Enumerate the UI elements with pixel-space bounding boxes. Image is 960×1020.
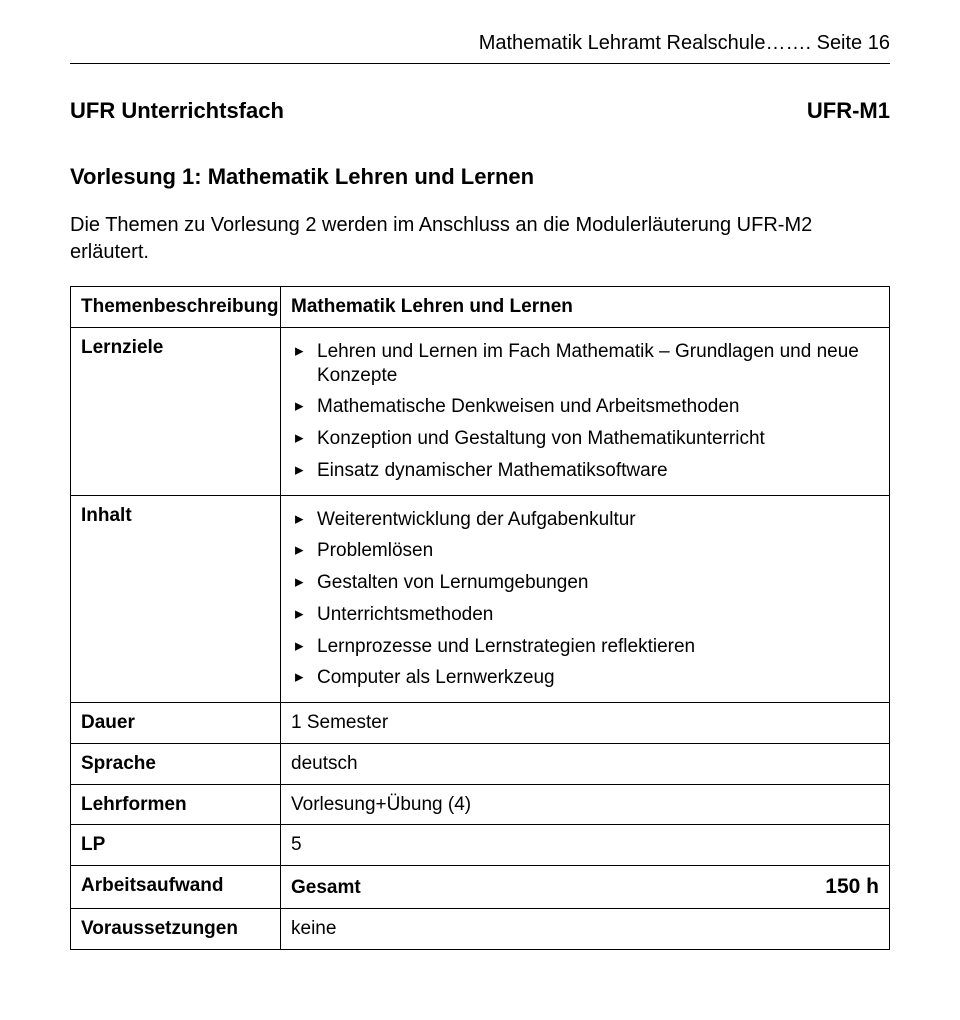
module-code: UFR-M1 (807, 98, 890, 124)
table-row: Lehrformen Vorlesung+Übung (4) (71, 784, 890, 825)
row-value: deutsch (281, 743, 890, 784)
list-item: Problemlösen (291, 535, 879, 567)
row-value: Gesamt 150 h (281, 866, 890, 909)
table-row: Voraussetzungen keine (71, 909, 890, 950)
page-header: Mathematik Lehramt Realschule……. Seite 1… (70, 32, 890, 55)
list-item: Konzeption und Gestaltung von Mathematik… (291, 423, 879, 455)
list-item: Einsatz dynamischer Mathematiksoftware (291, 455, 879, 487)
row-label: Lernziele (71, 327, 281, 495)
row-label: Arbeitsaufwand (71, 866, 281, 909)
module-name: UFR Unterrichtsfach (70, 98, 284, 124)
row-label: Lehrformen (71, 784, 281, 825)
row-value: Vorlesung+Übung (4) (281, 784, 890, 825)
module-table: Themenbeschreibung Mathematik Lehren und… (70, 286, 890, 950)
table-row: Inhalt Weiterentwicklung der Aufgabenkul… (71, 495, 890, 703)
list-item: Mathematische Denkweisen und Arbeitsmeth… (291, 391, 879, 423)
row-label: Sprache (71, 743, 281, 784)
intro-text: Die Themen zu Vorlesung 2 werden im Ansc… (70, 212, 890, 266)
inhalt-list: Weiterentwicklung der Aufgabenkultur Pro… (291, 504, 879, 695)
row-label: Dauer (71, 703, 281, 744)
list-item: Lehren und Lernen im Fach Mathematik – G… (291, 336, 879, 392)
row-label: LP (71, 825, 281, 866)
table-row: Arbeitsaufwand Gesamt 150 h (71, 866, 890, 909)
gesamt-label: Gesamt (291, 876, 361, 900)
row-label: Themenbeschreibung (71, 287, 281, 328)
table-row: Dauer 1 Semester (71, 703, 890, 744)
lernziele-list: Lehren und Lernen im Fach Mathematik – G… (291, 336, 879, 487)
row-value: keine (281, 909, 890, 950)
header-divider (70, 63, 890, 64)
row-value: 5 (281, 825, 890, 866)
row-value: Mathematik Lehren und Lernen (281, 287, 890, 328)
table-row: Themenbeschreibung Mathematik Lehren und… (71, 287, 890, 328)
list-item: Lernprozesse und Lernstrategien reflekti… (291, 631, 879, 663)
table-row: Sprache deutsch (71, 743, 890, 784)
list-item: Gestalten von Lernumgebungen (291, 567, 879, 599)
list-item: Unterrichtsmethoden (291, 599, 879, 631)
list-item: Weiterentwicklung der Aufgabenkultur (291, 504, 879, 536)
table-row: Lernziele Lehren und Lernen im Fach Math… (71, 327, 890, 495)
row-value: Weiterentwicklung der Aufgabenkultur Pro… (281, 495, 890, 703)
row-value: 1 Semester (281, 703, 890, 744)
lecture-title: Vorlesung 1: Mathematik Lehren und Lerne… (70, 164, 890, 190)
gesamt-value: 150 h (825, 874, 879, 900)
row-label: Voraussetzungen (71, 909, 281, 950)
table-row: LP 5 (71, 825, 890, 866)
list-item: Computer als Lernwerkzeug (291, 662, 879, 694)
row-value: Lehren und Lernen im Fach Mathematik – G… (281, 327, 890, 495)
row-label: Inhalt (71, 495, 281, 703)
